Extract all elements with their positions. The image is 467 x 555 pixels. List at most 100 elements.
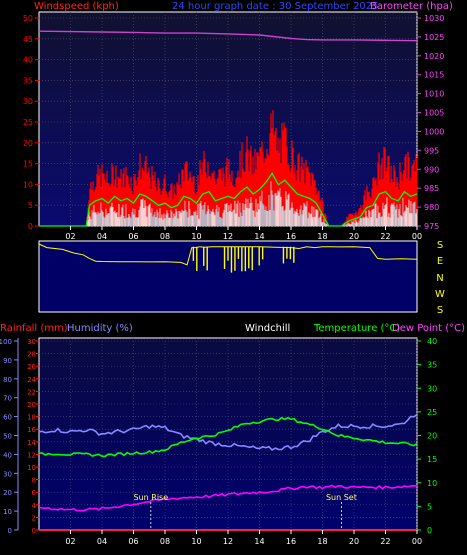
x-tick-label: 22 (380, 232, 390, 241)
wind-ytick-label: 40 (23, 56, 33, 65)
temp-ytick-label: 35 (427, 361, 437, 370)
baro-ytick-label: 995 (424, 146, 439, 155)
rain-ytick-label: 20 (27, 401, 36, 409)
humidity-axis-title: Humidity (%) (67, 323, 133, 334)
humidity-ytick-label: 0 (8, 527, 12, 535)
wind-ytick-label: 45 (23, 35, 33, 44)
humidity-ytick-label: 80 (3, 376, 12, 384)
wind-direction-series (38, 243, 418, 273)
humidity-ytick-label: 30 (3, 470, 12, 478)
baro-ytick-label: 985 (424, 184, 439, 193)
humidity-ytick-label: 50 (3, 433, 12, 441)
x-tick-label-lower: 00 (412, 537, 422, 546)
barometer-line (38, 30, 418, 42)
rain-ytick-label: 4 (32, 502, 37, 510)
baro-ytick-label: 975 (424, 222, 439, 231)
x-tick-label: 18 (317, 232, 327, 241)
rain-ytick-label: 0 (32, 527, 36, 535)
wind-ytick-label: 10 (23, 180, 33, 189)
baro-ytick-label: 980 (424, 203, 439, 212)
rain-ytick-label: 6 (32, 489, 37, 497)
rain-ytick-label: 2 (32, 514, 36, 522)
barometer-series (38, 30, 418, 42)
baro-ytick-label: 1020 (424, 52, 444, 61)
baro-ytick-label: 1025 (424, 33, 444, 42)
wind-ytick-label: 0 (28, 222, 33, 231)
wind-ytick-label: 5 (28, 201, 33, 210)
x-tick-label: 00 (412, 232, 422, 241)
wind-ytick-label: 30 (23, 97, 33, 106)
rain-ytick-label: 24 (27, 376, 36, 384)
baro-ytick-label: 1015 (424, 71, 444, 80)
windchill-legend: Windchill (245, 323, 290, 334)
x-axis-ticks-lower: 02 04 06 08 10 12 14 16 18 20 22 00 (65, 530, 422, 546)
dewpoint-axis-title: Dew Point (°C) (392, 323, 465, 334)
x-tick-label-lower: 16 (286, 537, 296, 546)
x-tick-label: 16 (286, 232, 296, 241)
wind-ytick-label: 15 (23, 160, 33, 169)
x-tick-label: 08 (160, 232, 170, 241)
humidity-line (38, 414, 418, 452)
x-tick-label: 04 (97, 232, 107, 241)
wind-direction-line (38, 243, 418, 266)
x-tick-label-lower: 06 (128, 537, 138, 546)
temp-ytick-label: 10 (427, 479, 437, 488)
temperature-line (38, 416, 418, 458)
rainfall-axis-title: Rainfall (mm) (0, 323, 68, 334)
x-axis-ticks: 02 04 06 08 10 12 14 16 18 20 22 00 (65, 226, 422, 241)
humidity-ytick-label: 20 (3, 489, 12, 497)
direction-label: E (437, 256, 443, 267)
x-tick-label-lower: 12 (223, 537, 233, 546)
rain-ytick-label: 14 (27, 439, 36, 447)
temp-ytick-label: 40 (427, 337, 437, 346)
humidity-ytick-label: 40 (3, 451, 12, 459)
humidity-ytick-label: 100 (0, 338, 12, 346)
windspeed-average-line (39, 172, 418, 227)
humidity-ytick-label: 90 (3, 357, 12, 365)
x-tick-label-lower: 04 (97, 537, 107, 546)
wind-ytick-label: 35 (23, 76, 33, 85)
humidity-ytick-label: 10 (3, 508, 12, 516)
x-tick-label-lower: 02 (65, 537, 75, 546)
rain-ytick-label: 12 (27, 451, 36, 459)
baro-ytick-label: 1005 (424, 109, 444, 118)
wind-ytick-label: 25 (23, 118, 33, 127)
x-tick-label: 20 (349, 232, 359, 241)
temp-ytick-label: 15 (427, 455, 437, 464)
x-tick-label-lower: 20 (349, 537, 359, 546)
barometer-axis-title: Barometer (hpa) (370, 1, 453, 12)
x-tick-label-lower: 08 (160, 537, 170, 546)
windspeed-series (39, 110, 418, 227)
rain-ytick-label: 26 (27, 363, 36, 371)
rain-ytick-label: 10 (27, 464, 36, 472)
direction-label: S (437, 240, 443, 251)
x-tick-label-lower: 10 (191, 537, 201, 546)
humidity-ytick-label: 70 (3, 395, 12, 403)
rain-ytick-label: 16 (27, 426, 36, 434)
chart-date-title: 24 hour graph date : 30 September 2025 (172, 1, 379, 12)
baro-ytick-label: 1000 (424, 127, 444, 136)
x-tick-label: 10 (191, 232, 201, 241)
x-tick-label-lower: 18 (317, 537, 327, 546)
temperature-axis-title: Temperature (°C) (313, 323, 400, 334)
rain-ytick-label: 30 (27, 338, 36, 346)
temp-grid (39, 338, 418, 531)
sun-markers: Sun Rise Sun Set (134, 493, 357, 528)
x-tick-label: 06 (128, 232, 138, 241)
temp-ytick-label: 20 (427, 432, 437, 441)
x-tick-label-lower: 14 (254, 537, 264, 546)
x-tick-label-lower: 22 (380, 537, 390, 546)
rain-ytick-label: 18 (27, 414, 36, 422)
baro-ytick-label: 990 (424, 165, 439, 174)
x-tick-label: 02 (65, 232, 75, 241)
baro-ytick-label: 1010 (424, 90, 444, 99)
wind-ytick-label: 50 (23, 14, 33, 23)
windspeed-axis-title: Windspeed (kph) (34, 1, 119, 12)
x-tick-label: 12 (223, 232, 233, 241)
direction-label: N (436, 273, 443, 284)
direction-label: S (437, 305, 443, 316)
temp-axes: 0102030405060708090100024681012141618202… (0, 337, 437, 535)
temp-ytick-label: 25 (427, 408, 437, 417)
sunset-marker-label: Sun Set (326, 493, 357, 502)
